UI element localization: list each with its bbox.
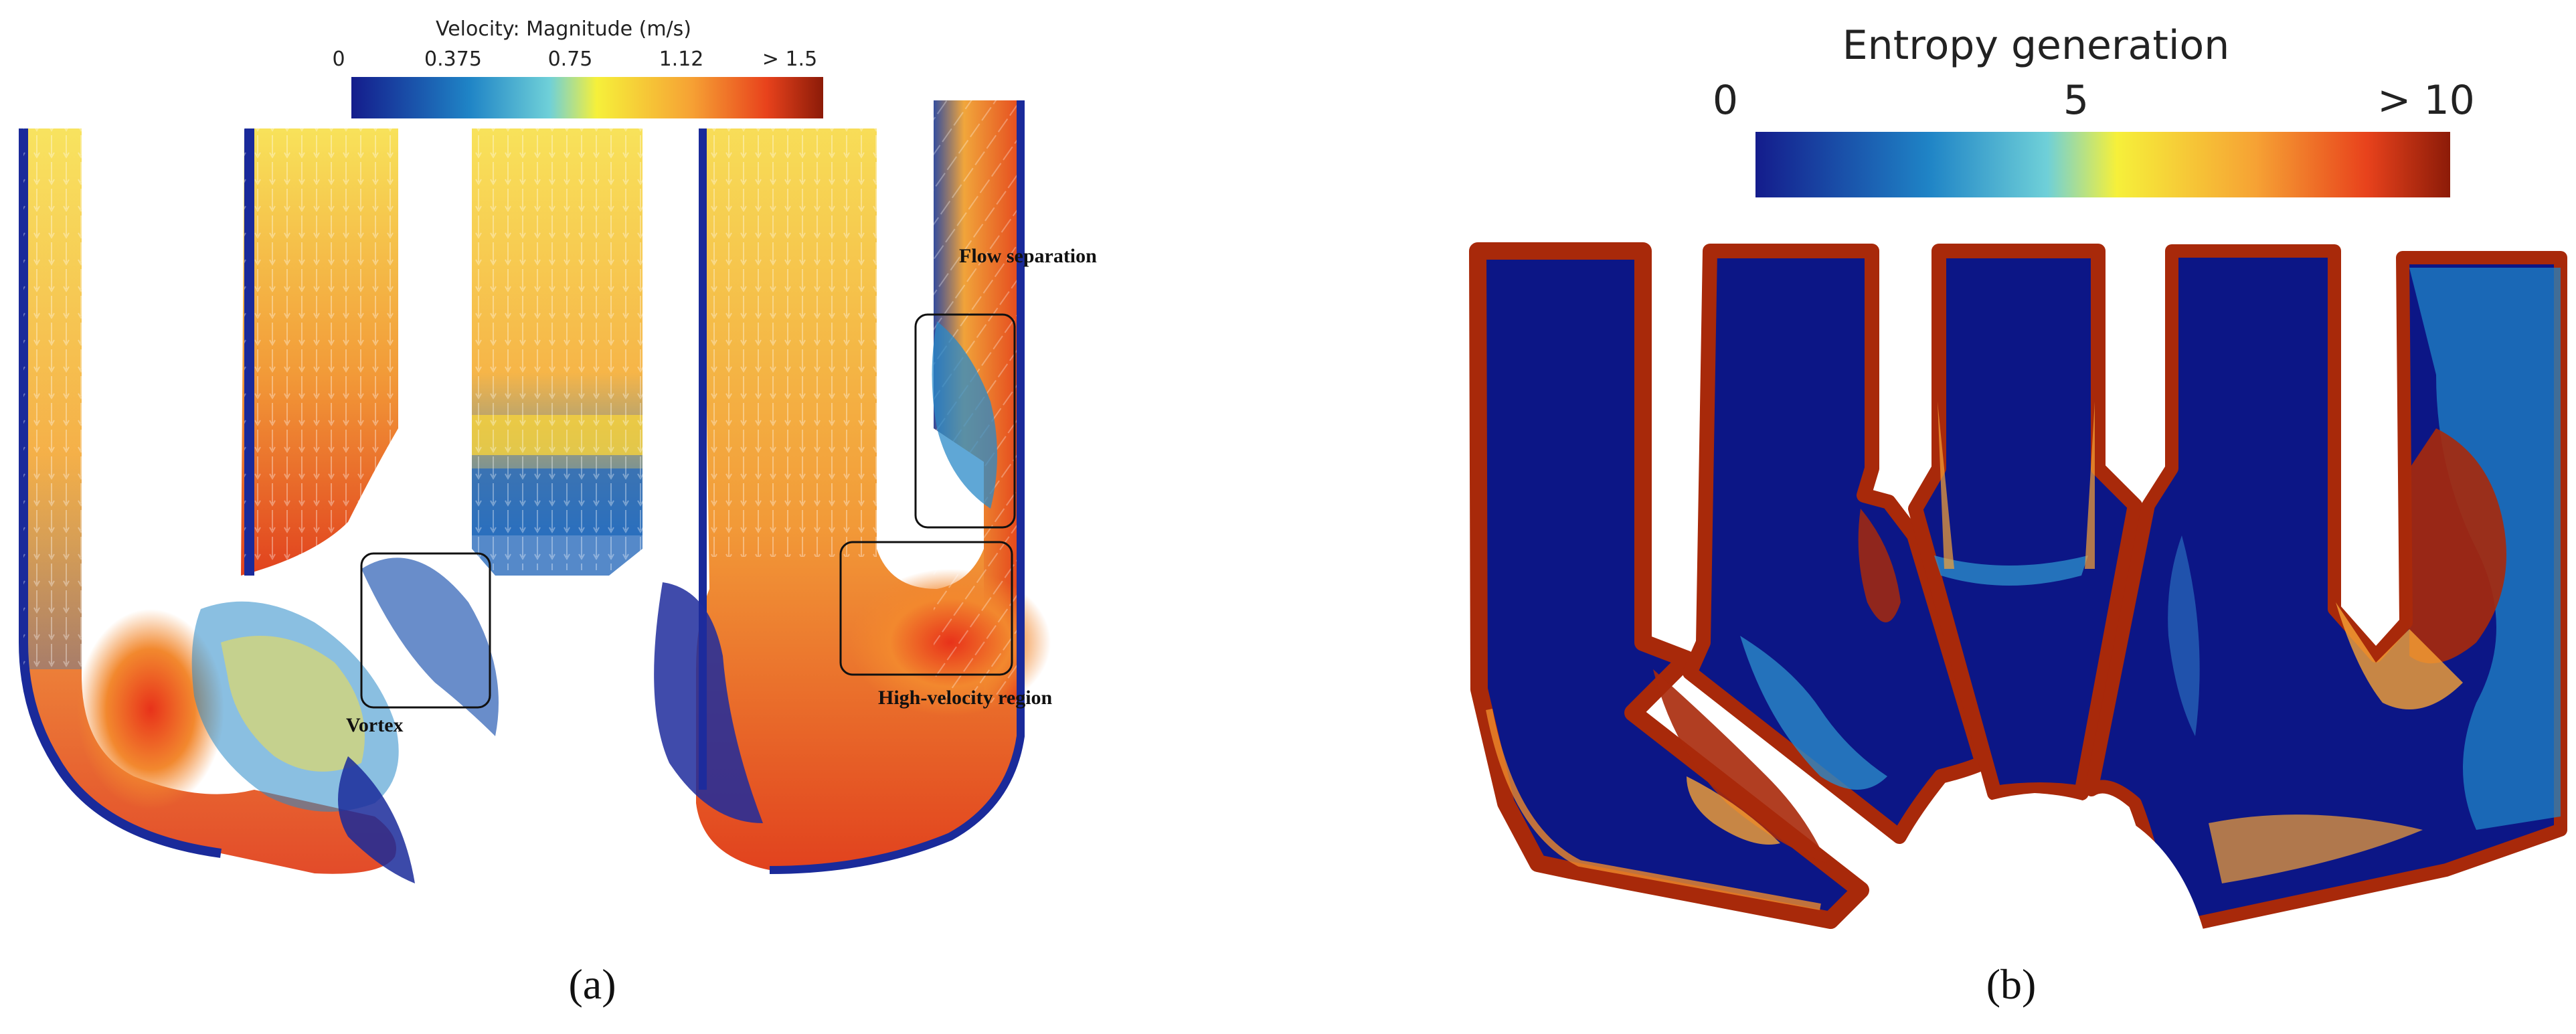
left-channel-warm-spot [1687, 776, 1780, 845]
velocity-colorbar: Velocity: Magnitude (m/s) 0 0.375 0.75 1… [332, 17, 823, 118]
flow-separation-vectors [932, 321, 997, 509]
high-velocity-box [839, 541, 1013, 676]
left-outer-wall-vectors [19, 128, 222, 858]
panel-a-caption: (a) [568, 960, 616, 1008]
left-channel-hot-spot [1653, 669, 1827, 863]
velocity-tick-0: 0 [332, 48, 345, 71]
right-exit-blue-vectors [654, 582, 763, 823]
right-outer-wall [769, 100, 1025, 874]
panel-b-caption: (b) [1986, 960, 2037, 1008]
right-channel-inner-streak [2168, 535, 2200, 736]
velocity-colorbar-gradient [351, 77, 823, 118]
left-red-core [77, 609, 224, 810]
middle-channel-band [1934, 555, 2088, 586]
vortex-core [221, 636, 365, 772]
middle-channel-contour [1908, 244, 2142, 800]
right-leg-arrows [703, 128, 877, 557]
high-velocity-label: High-velocity region [878, 687, 1053, 709]
left-channel-contour [1469, 242, 1869, 929]
entropy-colorbar-gradient [1755, 132, 2450, 197]
vortex-box [360, 552, 491, 709]
left-leg-arrows [23, 128, 82, 669]
right-channel-warm-band [2336, 602, 2463, 709]
panel-b-entropy-generation: Entropy generation 0 5 > 10 [1469, 22, 2567, 1008]
entropy-colorbar-title: Entropy generation [1842, 22, 2230, 69]
velocity-tick-1: 0.375 [424, 48, 482, 71]
velocity-tick-3: 1.12 [659, 48, 704, 71]
entropy-tick-1: 5 [2063, 77, 2089, 124]
vortex-exit-vectors [338, 756, 415, 883]
vector-field-left-channel [19, 128, 499, 883]
middle-channel-arrows [472, 128, 642, 570]
flow-separation-label: Flow separation [959, 245, 1097, 267]
second-leg-arrows [244, 128, 398, 564]
hub-arc [1861, 793, 2209, 950]
entropy-colorbar: Entropy generation 0 5 > 10 [1713, 22, 2475, 197]
velocity-colorbar-title: Velocity: Magnitude (m/s) [436, 17, 691, 41]
second-channel-mixing [1740, 636, 1887, 790]
second-channel-hot-streak [1858, 509, 1901, 622]
panel-a-velocity-vectors: Velocity: Magnitude (m/s) 0 0.375 0.75 1… [19, 17, 1097, 1008]
velocity-tick-2: 0.75 [548, 48, 593, 71]
entropy-tick-2: > 10 [2377, 77, 2475, 124]
entropy-contour-domain [1469, 242, 2567, 950]
vector-field-right-channel [654, 100, 1051, 874]
velocity-tick-4: > 1.5 [762, 48, 817, 71]
vortex-label: Vortex [346, 714, 404, 736]
left-channel-hot-edge [1486, 709, 1821, 910]
right-channel-hot-spot [2409, 428, 2506, 664]
right-channel-exit-warm [2209, 814, 2423, 883]
entropy-tick-0: 0 [1713, 77, 1738, 124]
vortex-tail-vectors [361, 557, 499, 736]
flow-separation-box [914, 313, 1016, 529]
vector-field-middle-channel [472, 128, 642, 576]
